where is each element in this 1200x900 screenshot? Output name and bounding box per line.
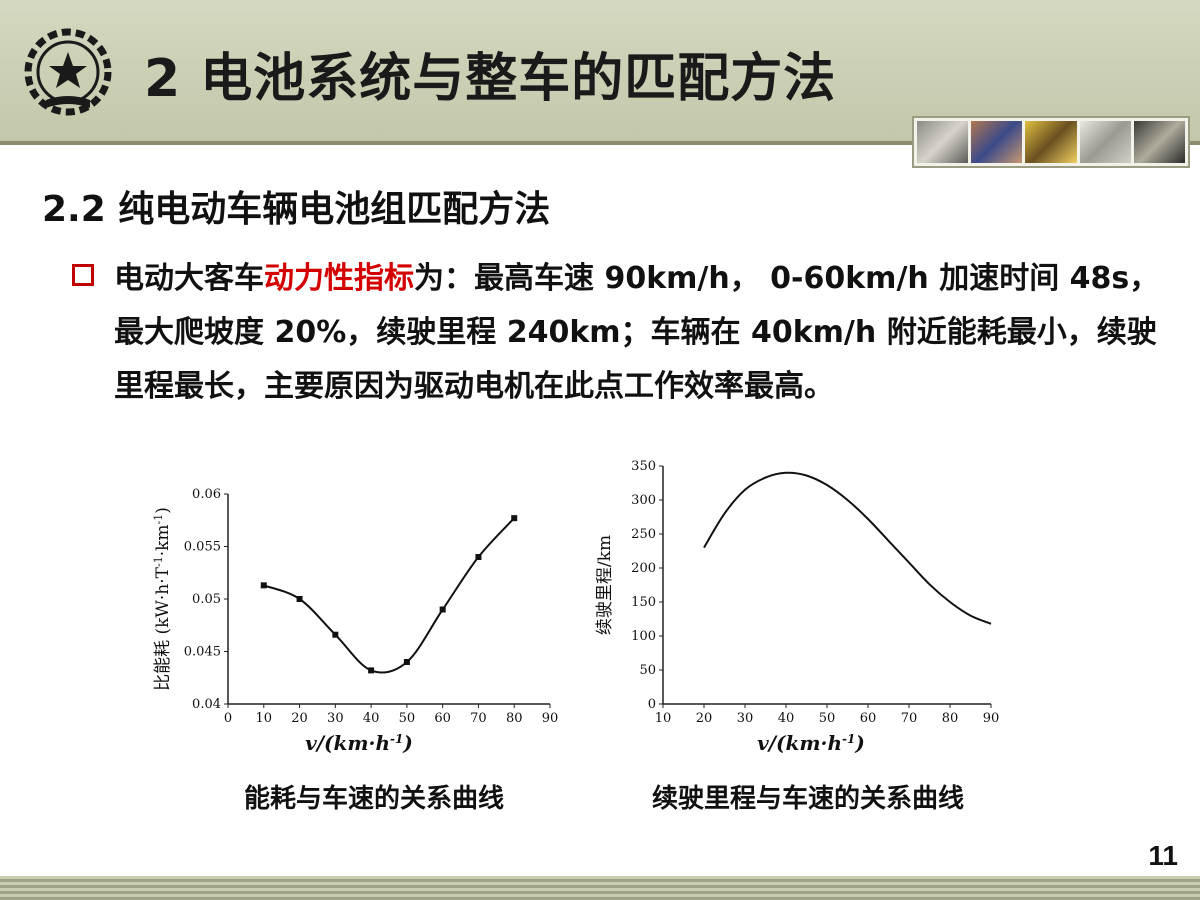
x-axis-label: v/(km·h-1) [305,731,413,755]
y-tick-label: 0.04 [192,697,221,712]
chart-caption-energy: 能耗与车速的关系曲线 [244,784,505,814]
y-tick-label: 0 [648,697,656,712]
x-tick-label: 70 [901,711,918,726]
data-point-marker [511,515,518,522]
y-axis-label: 续驶里程/km [595,535,615,635]
data-point-marker [332,631,339,638]
y-tick-label: 300 [631,493,656,508]
y-tick-label: 0.06 [192,487,221,502]
data-point-marker [403,659,410,665]
x-tick-label: 50 [819,711,836,726]
x-tick-label: 10 [256,711,273,726]
x-tick-label: 60 [860,711,877,726]
data-point-marker [475,554,482,560]
data-point-marker [296,596,303,602]
chart-caption-range: 续驶里程与车速的关系曲线 [652,784,965,814]
y-tick-label: 50 [639,663,656,678]
y-axis-label: 比能耗 (kW·h·T-1·km-1) [152,507,174,691]
data-point-marker [439,606,446,613]
y-tick-label: 0.045 [184,645,221,660]
x-tick-label: 90 [542,711,559,726]
photo-strip [912,116,1190,168]
y-tick-label: 0.05 [192,592,221,607]
y-tick-label: 100 [631,629,656,644]
x-tick-label: 60 [434,711,451,726]
slide-title: 2 电池系统与整车的匹配方法 [144,49,837,109]
x-tick-label: 80 [506,711,523,726]
x-tick-label: 90 [983,711,1000,726]
driving-range-chart: 10 20 30 40 50 60 70 80 90 0 50 100 150 200 250 300 350 v… [595,459,1000,755]
slide-header: 2 电池系统与整车的匹配方法 [0,0,1200,168]
slide-footer-bar [0,876,1200,900]
x-tick-label: 50 [399,711,416,726]
x-tick-label: 20 [291,711,308,726]
y-tick-label: 200 [631,561,656,576]
energy-consumption-chart: 0 10 20 30 40 50 60 70 80 90 0.04 0.045 0.05 0.055 0.0… [152,487,559,755]
series-line [263,517,515,674]
x-axis-label: v/(km·h-1) [757,731,865,755]
university-logo [24,28,112,116]
x-tick-label: 80 [942,711,959,726]
x-tick-label: 30 [327,711,344,726]
x-tick-label: 40 [363,711,380,726]
x-tick-label: 20 [696,711,713,726]
x-tick-label: 10 [655,711,672,726]
photo-strip-image-4 [1079,121,1131,163]
body-highlight: 动力性指标 [264,261,414,296]
x-tick-label: 0 [224,711,232,726]
body-paragraph: 电动大客车动力性指标为：最高车速 90km/h， 0-60km/h 加速时间 4… [114,252,1164,414]
page-number: 11 [1148,840,1178,871]
series-line [703,471,992,625]
section-subtitle: 2.2 纯电动车辆电池组匹配方法 [42,189,551,230]
y-tick-label: 150 [631,595,656,610]
body-rest: 为：最高车速 90km/h， 0-60km/h 加速时间 48s，最大爬坡度 2… [114,261,1160,404]
body-prefix: 电动大客车 [114,261,264,296]
data-point-marker [260,582,267,589]
x-tick-label: 70 [470,711,487,726]
photo-strip-image-1 [917,121,969,163]
bullet-square-icon [72,264,94,286]
x-tick-label: 30 [737,711,754,726]
data-point-marker [368,667,375,674]
y-tick-label: 250 [631,527,656,542]
x-tick-label: 40 [778,711,795,726]
y-tick-label: 0.055 [184,540,221,555]
photo-strip-image-3 [1025,121,1077,163]
y-tick-label: 350 [631,459,656,474]
photo-strip-image-2 [971,121,1023,163]
photo-strip-image-5 [1133,121,1186,163]
